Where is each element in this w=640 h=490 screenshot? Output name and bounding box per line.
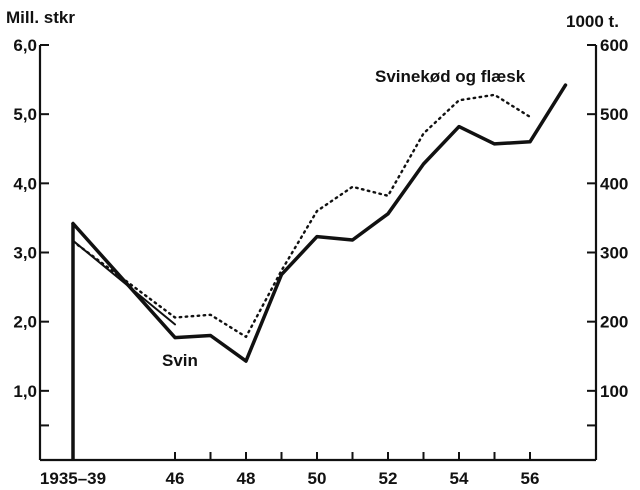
- x-tick-label: 1935–39: [40, 469, 106, 488]
- right-tick-label: 400: [600, 174, 628, 193]
- right-axis-title: 1000 t.: [566, 12, 619, 31]
- x-tick-label: 48: [237, 469, 256, 488]
- x-tick-label: 56: [521, 469, 540, 488]
- series-label-svin: Svin: [162, 351, 198, 370]
- left-axis-title: Mill. stkr: [6, 8, 75, 27]
- series-line-svin: [71, 83, 568, 363]
- left-tick-label: 1,0: [13, 382, 37, 401]
- right-tick-label: 600: [600, 36, 628, 55]
- right-tick-label: 100: [600, 382, 628, 401]
- series-line-svinekod: [71, 93, 532, 339]
- x-tick-label: 50: [308, 469, 327, 488]
- x-tick-label: 46: [166, 469, 185, 488]
- x-tick-label: 52: [379, 469, 398, 488]
- right-tick-label: 500: [600, 105, 628, 124]
- left-tick-label: 3,0: [13, 244, 37, 263]
- left-tick-label: 6,0: [13, 36, 37, 55]
- x-tick-label: 54: [450, 469, 469, 488]
- tick-group: 1,0 2,0 3,0 4,0 5,0 6,0 100 200 300 400 500 600 1935…: [13, 36, 628, 488]
- left-tick-label: 4,0: [13, 174, 37, 193]
- left-tick-label: 5,0: [13, 105, 37, 124]
- left-tick-label: 2,0: [13, 313, 37, 332]
- series-label-svinekod: Svinekød og flæsk: [375, 67, 526, 86]
- series-line-thin: [72, 239, 176, 326]
- right-tick-label: 300: [600, 244, 628, 263]
- series-layer: [71, 83, 568, 460]
- right-tick-label: 200: [600, 313, 628, 332]
